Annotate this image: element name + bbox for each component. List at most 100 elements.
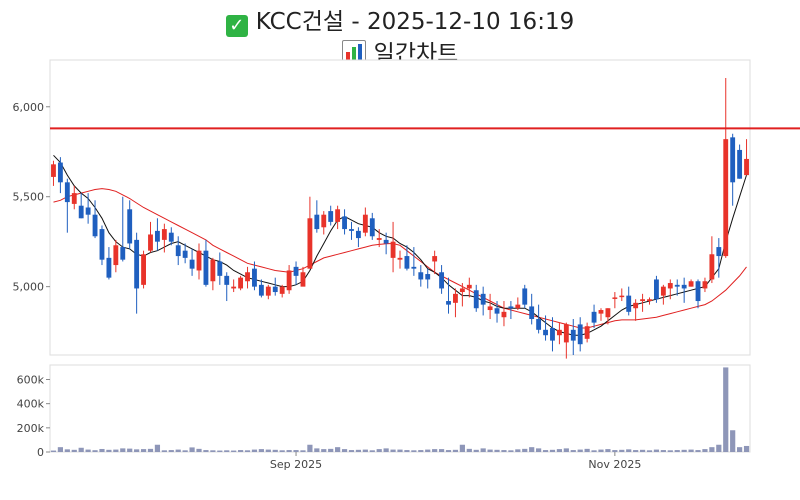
candle-down	[134, 239, 140, 289]
price-y-tick-label: 6,000	[13, 101, 45, 114]
candle-up	[688, 281, 694, 287]
volume-bar	[217, 450, 223, 452]
candle-down	[494, 308, 500, 314]
candle-down	[258, 284, 264, 296]
candle-down	[480, 293, 486, 305]
volume-bar	[660, 450, 666, 452]
candle-up	[307, 218, 313, 269]
volume-bar	[265, 449, 271, 452]
candle-down	[64, 182, 70, 203]
candle-up	[71, 193, 77, 204]
volume-bar	[57, 447, 63, 452]
candle-up	[113, 245, 119, 266]
volume-bar	[99, 448, 105, 452]
volume-bar	[480, 448, 486, 452]
candle-up	[245, 272, 250, 282]
candle-up	[238, 277, 244, 289]
candle-up	[459, 288, 465, 293]
candle-down	[355, 230, 361, 239]
volume-bar	[404, 450, 410, 452]
volume-bar	[64, 449, 70, 452]
volume-bar	[591, 450, 597, 452]
candle-up	[321, 214, 327, 228]
candle-down	[543, 329, 548, 336]
volume-bar	[362, 449, 368, 452]
volume-bar	[459, 444, 465, 452]
volume-bar	[646, 450, 653, 452]
volume-bar	[293, 450, 299, 452]
candle-up	[744, 158, 749, 176]
volume-bar	[674, 450, 680, 452]
candle-down	[106, 257, 112, 278]
candle-up	[432, 256, 438, 262]
volume-y-tick-label: 600k	[17, 374, 45, 387]
volume-bar	[716, 444, 722, 452]
volume-bar	[743, 445, 750, 452]
candle-down	[293, 266, 299, 276]
volume-bar	[556, 449, 563, 452]
volume-bar	[667, 450, 673, 452]
volume-bar	[92, 450, 98, 452]
volume-bar	[605, 449, 611, 452]
volume-bar	[577, 449, 583, 452]
volume-bar	[244, 450, 251, 452]
volume-bar	[494, 449, 500, 452]
volume-bar	[50, 450, 57, 452]
candle-up	[515, 304, 521, 309]
candle-down	[57, 162, 63, 183]
volume-bar	[563, 448, 569, 452]
volume-bar	[85, 449, 91, 452]
volume-bar	[300, 450, 306, 452]
candle-down	[522, 288, 528, 305]
candle-down	[383, 239, 389, 244]
volume-bar	[619, 449, 625, 452]
candle-up	[390, 241, 396, 258]
price-y-tick-label: 5,000	[13, 281, 45, 294]
volume-bar	[251, 449, 258, 452]
candle-up	[362, 214, 368, 233]
candle-down	[695, 281, 701, 302]
volume-bar	[272, 449, 278, 452]
candle-down	[674, 284, 680, 287]
candle-down	[342, 216, 347, 230]
candle-down	[349, 229, 354, 231]
volume-bar	[639, 449, 646, 452]
volume-bar	[120, 448, 126, 452]
candle-down	[439, 272, 445, 289]
volume-bar	[210, 450, 216, 452]
candle-up	[640, 299, 645, 302]
candle-down	[425, 274, 431, 280]
volume-bar	[258, 449, 264, 452]
candle-up	[397, 257, 403, 260]
volume-bar	[549, 449, 556, 452]
volume-bar	[341, 449, 348, 452]
volume-bar	[695, 450, 701, 452]
candle-down	[155, 230, 160, 242]
candle-down	[369, 218, 375, 237]
candle-down	[418, 272, 424, 280]
candle-down	[446, 301, 451, 305]
volume-y-tick-label: 200k	[17, 422, 45, 435]
volume-bar	[369, 450, 375, 452]
volume-bar	[633, 450, 639, 452]
candle-down	[550, 328, 555, 341]
candle-down	[404, 256, 410, 269]
volume-bar	[175, 449, 181, 452]
candle-up	[487, 306, 493, 311]
candle-up	[148, 234, 153, 251]
volume-bar	[653, 449, 660, 452]
volume-bar	[438, 449, 445, 452]
candle-up	[196, 250, 202, 271]
candle-down	[654, 279, 659, 300]
volume-bar	[168, 450, 174, 452]
candle-up	[647, 299, 652, 302]
volume-bar	[224, 450, 230, 452]
volume-bar	[328, 448, 334, 452]
x-tick-label: Nov 2025	[588, 458, 641, 471]
volume-bar	[425, 449, 431, 452]
candle-down	[536, 319, 542, 330]
volume-bar	[473, 449, 479, 452]
volume-bar	[196, 448, 202, 452]
volume-y-tick-label: 0	[37, 446, 44, 459]
